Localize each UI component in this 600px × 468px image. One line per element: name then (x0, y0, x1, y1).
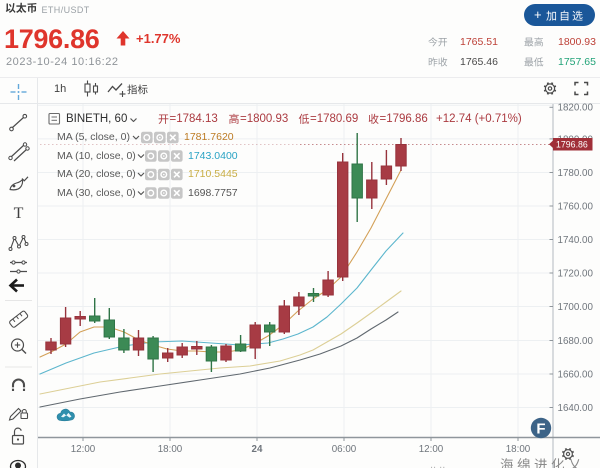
svg-text:06:00: 06:00 (332, 444, 357, 455)
svg-text:1820.00: 1820.00 (558, 103, 594, 114)
svg-text:24: 24 (252, 444, 263, 455)
svg-text:1796.86: 1796.86 (556, 140, 588, 150)
svg-text:12:00: 12:00 (419, 444, 444, 455)
svg-text:1680.00: 1680.00 (558, 336, 594, 347)
svg-text:T: T (14, 205, 24, 222)
svg-text:12:00: 12:00 (71, 444, 96, 455)
svg-text:1660.00: 1660.00 (558, 369, 594, 380)
svg-text:1760.00: 1760.00 (558, 201, 594, 212)
svg-text:18:00: 18:00 (158, 444, 183, 455)
svg-text:1700.00: 1700.00 (558, 302, 594, 313)
svg-text:1740.00: 1740.00 (558, 235, 594, 246)
svg-text:1640.00: 1640.00 (558, 403, 594, 414)
svg-text:1720.00: 1720.00 (558, 268, 594, 279)
svg-text:1780.00: 1780.00 (558, 168, 594, 179)
svg-text:F: F (536, 420, 545, 437)
svg-text:18:00: 18:00 (506, 444, 531, 455)
